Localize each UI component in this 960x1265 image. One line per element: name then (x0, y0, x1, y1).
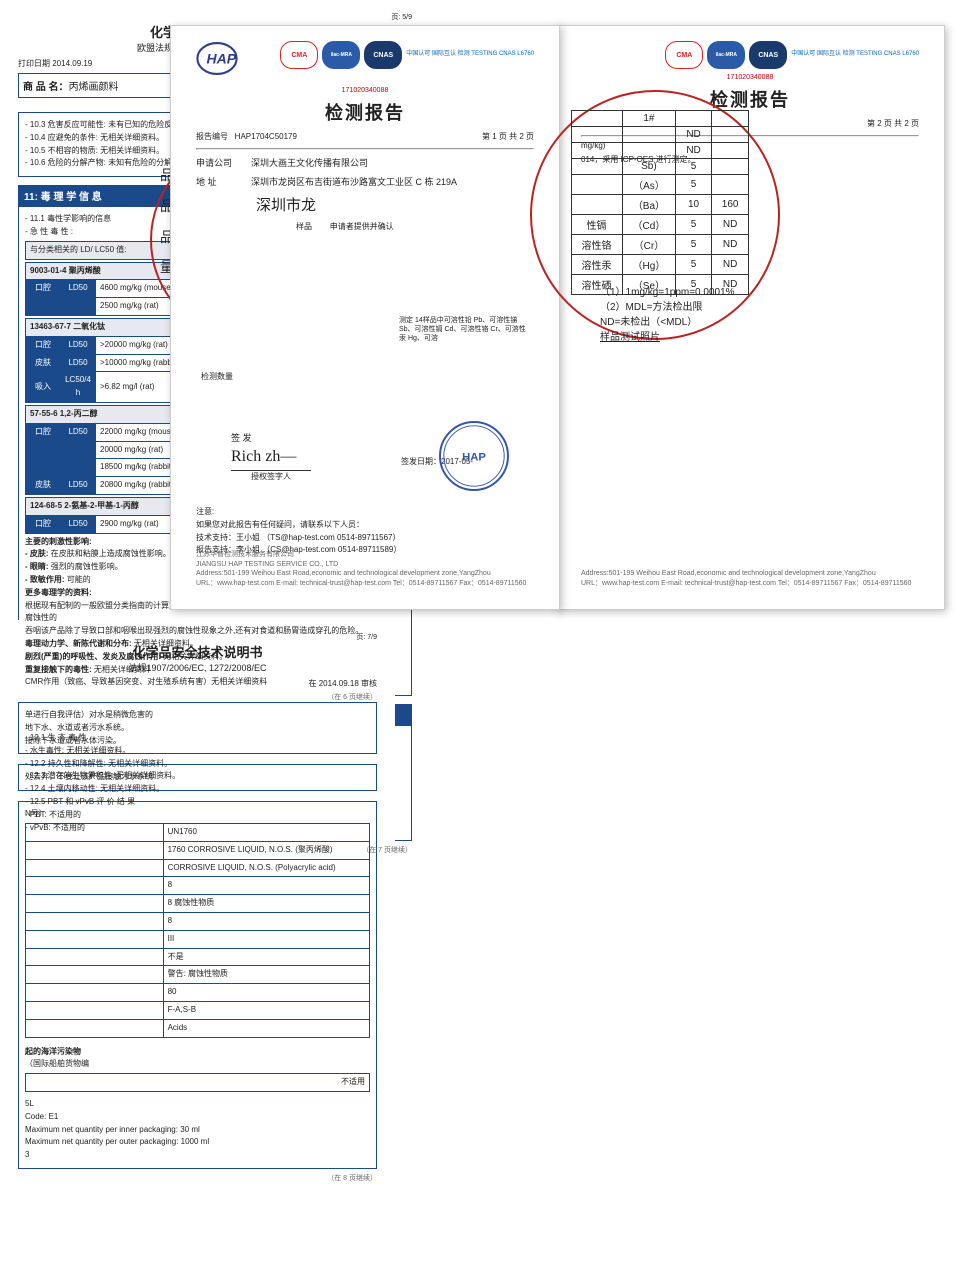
sds-page-num: 页: 5/9 (18, 12, 412, 22)
header-logos: HAP CMA ilac-MRA CNAS 中国认可 国际互认 检测 TESTI… (196, 41, 534, 82)
result-notes: （1）1mg/kg=1ppm=0.0001% （2）MDL=方法检出限 ND=未… (600, 285, 735, 345)
cnas-badge: CNAS (749, 41, 787, 69)
signature-area: 签 发 Rich zh— 授权签字人 (231, 431, 311, 482)
report-code-2: 171020340088 (581, 74, 919, 81)
element-row: ND (571, 127, 749, 143)
element-row: 溶性汞（Hg）5ND (571, 255, 749, 275)
ilac-badge: ilac-MRA (707, 41, 745, 69)
hap-logo: HAP (196, 41, 266, 82)
report-footer-2: Address:501-199 Weihou East Road,economi… (581, 569, 919, 589)
svg-text:HAP: HAP (462, 452, 486, 464)
applicant-row: 申请公司深圳大画王文化传播有限公司 (196, 156, 534, 169)
cma-badge: CMA (665, 41, 703, 69)
cert-text: 中国认可 国际互认 检测 TESTING CNAS L6760 (791, 51, 919, 58)
element-table: 1#NDNDSb)5（As）5（Ba）10160性镉（Cd）5ND溶性铬（Cr）… (571, 110, 750, 295)
element-row: ND (571, 143, 749, 159)
address-row: 地 址深圳市龙岗区布吉街道布沙路富文工业区 C 栋 219A (196, 175, 534, 188)
element-row: （As）5 (571, 175, 749, 195)
sds-page-right: 页: 7/9 化学品安全技术说明书 法规1907/2006/EC, 1272/2… (0, 620, 395, 1250)
element-results-table: 1#NDNDSb)5（As）5（Ba）10160性镉（Cd）5ND溶性铬（Cr）… (560, 105, 760, 300)
element-row: Sb)5 (571, 159, 749, 175)
header-logos-2: CMA ilac-MRA CNAS 中国认可 国际互认 检测 TESTING C… (581, 41, 919, 69)
element-row: （Ba）10160 (571, 195, 749, 215)
report-meta-row: 报告编号 HAP1704C50179 第 1 页 共 2 页 (196, 131, 534, 142)
cma-badge: CMA (280, 41, 318, 69)
element-row: 性镉（Cd）5ND (571, 215, 749, 235)
sds2-un-section: N号） UN17601760 CORROSIVE LIQUID, N.O.S. … (18, 801, 377, 1169)
company-seal: HAP TESTING SERVICE (439, 421, 509, 491)
signature-script: Rich zh— (231, 448, 311, 466)
un-table: UN17601760 CORROSIVE LIQUID, N.O.S. (聚丙烯… (25, 823, 370, 1038)
cert-text: 中国认可 国际互认 检测 TESTING CNAS L6760 (406, 51, 534, 58)
cnas-badge: CNAS (364, 41, 402, 69)
cert-badges: CMA ilac-MRA CNAS 中国认可 国际互认 检测 TESTING C… (280, 41, 534, 69)
element-row: 溶性铬（Cr）5ND (571, 235, 749, 255)
ilac-badge: ilac-MRA (322, 41, 360, 69)
report-code: 171020340088 (196, 87, 534, 94)
report-title: 检测报告 (196, 99, 534, 125)
report-footer: 江苏华普检测技术服务有限公司 JIANGSU HAP TESTING SERVI… (196, 550, 534, 589)
test-qty-label: 检测数量 (201, 371, 233, 382)
svg-text:TESTING SERVICE: TESTING SERVICE (441, 421, 483, 424)
svg-text:HAP: HAP (207, 50, 237, 66)
test-scope-note: 测定 14样品中可溶性铅 Pb、可溶性锑 Sb、可溶性镉 Cd、可溶性铬 Cr、… (399, 316, 529, 343)
test-report-page-1: HAP CMA ilac-MRA CNAS 中国认可 国际互认 检测 TESTI… (170, 25, 560, 610)
sds2-foot-note: （在 8 页继续） (18, 1173, 377, 1183)
sample-confirm: 样品 申请者提供并确认 (296, 221, 534, 232)
address-large: 深圳市龙 (256, 194, 534, 215)
page-indicator: 第 1 页 共 2 页 (482, 131, 534, 142)
page-indicator-2: 第 2 页 共 2 页 (867, 118, 919, 129)
sds2-body: 单进行自我评估）对水是稍微危害的地下水、水道或者污水系统。接除下水道或者水体污染… (18, 702, 377, 754)
cert-badges-2: CMA ilac-MRA CNAS 中国认可 国际互认 检测 TESTING C… (665, 41, 919, 69)
element-row: 1# (571, 111, 749, 127)
